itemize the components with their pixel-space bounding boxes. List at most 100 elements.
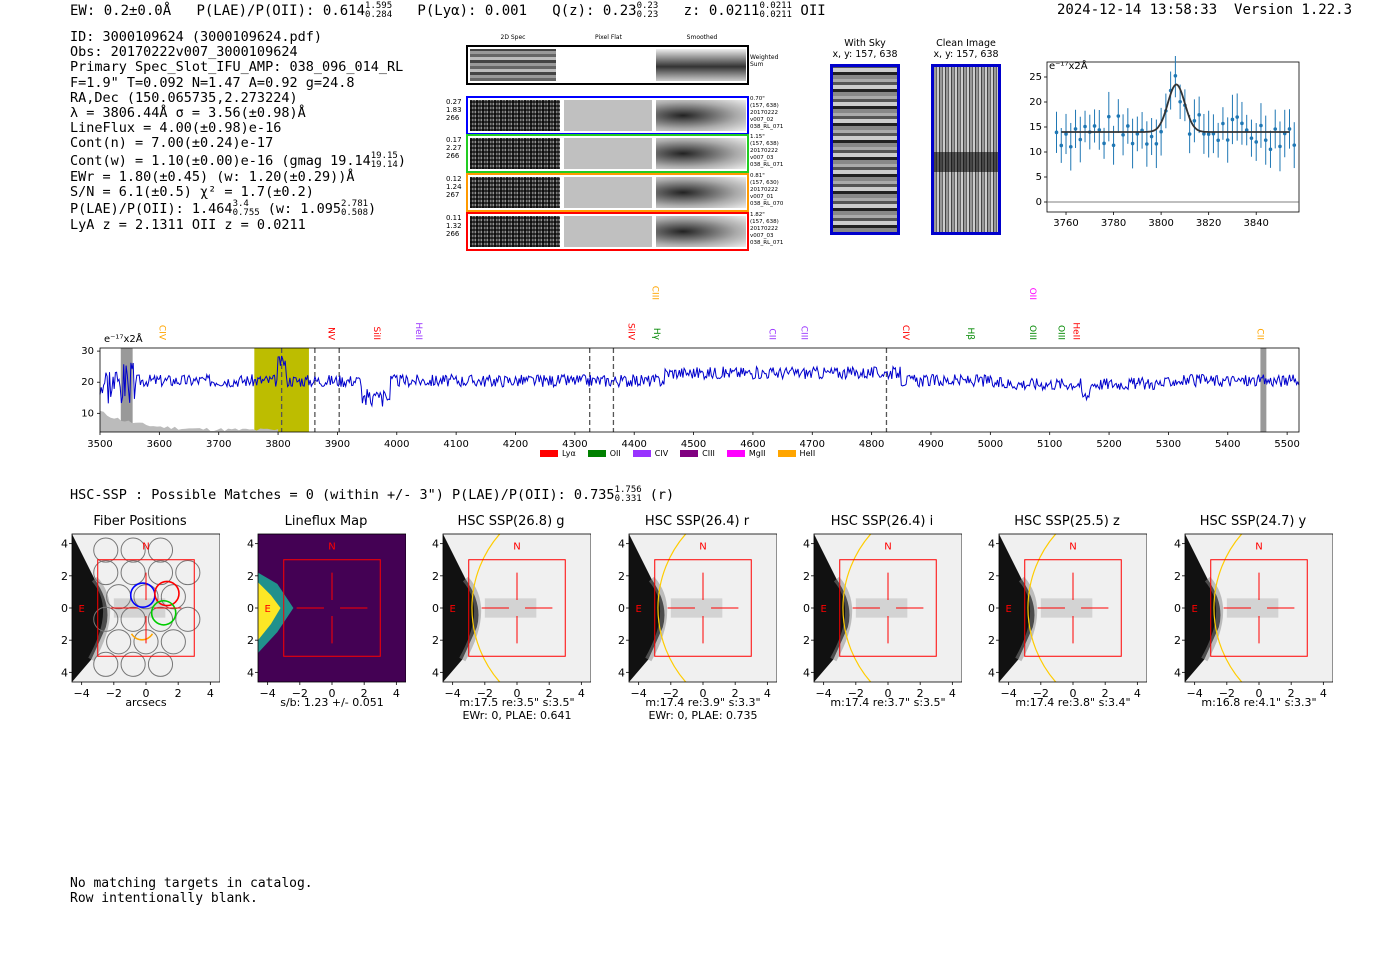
- cutout-row-right-info: 0.81" (157, 630) 20170222 v007_01 038_RL_070: [750, 173, 790, 208]
- with-sky-image: [830, 64, 900, 235]
- zoom-point: [1216, 138, 1220, 143]
- north-label: N: [1069, 541, 1076, 552]
- zoom-point: [1073, 127, 1078, 131]
- cutout-row-left-stats: 0.11 1.32 266: [446, 214, 466, 238]
- panel-title: HSC SSP(26.4) r: [644, 514, 750, 529]
- aperture-circle: [657, 534, 687, 682]
- search-box: [1210, 559, 1308, 657]
- zoom-point: [1092, 124, 1097, 128]
- legend-swatch: [777, 449, 796, 457]
- zoom-point: [1249, 136, 1254, 140]
- detection-info: ID: 3000109624 (3000109624.pdf) Obs: 201…: [70, 29, 406, 233]
- cutout-info: 1.15": [750, 134, 765, 140]
- east-label: E: [264, 604, 270, 615]
- legend-item: CIV: [632, 447, 668, 459]
- emission-line-label: NV: [326, 327, 336, 341]
- spectrum-unit: e⁻¹⁷x2Å: [104, 334, 143, 345]
- spec-xtick-label: 4000: [384, 439, 409, 450]
- ew-summary: EW: 0.2±0.0Å: [70, 3, 172, 19]
- cutout-stat: 1.32: [446, 222, 462, 230]
- fiber-red: [154, 580, 180, 607]
- panel-xtick-label: −4: [260, 687, 276, 700]
- info-obs: Obs: 20170222v007_3000109624: [70, 44, 298, 61]
- panel-xtick-label: −2: [1219, 687, 1235, 700]
- zoom-point: [1102, 141, 1106, 146]
- zoom-point: [1187, 132, 1192, 136]
- cutout-2d-noise: [470, 138, 560, 169]
- fiber-circle: [175, 560, 201, 586]
- panel-xtick-label: −2: [292, 687, 308, 700]
- cutout-pixel-flat: [564, 216, 652, 247]
- zoom-ytick-label: 15: [1030, 122, 1042, 133]
- panel-ytick-label: 4: [432, 538, 439, 551]
- panel-xtick-label: −4: [631, 687, 647, 700]
- emission-line-label: CIV: [900, 325, 910, 341]
- zoom-point: [1202, 132, 1206, 136]
- qz-lower: 0.23: [636, 10, 659, 20]
- search-box: [97, 559, 195, 657]
- zoom-xtick-label: 3840: [1243, 218, 1268, 229]
- z-lower: 0.0211: [759, 10, 792, 20]
- spec-ytick-label: 30: [81, 346, 94, 357]
- zoom-ytick-label: 5: [1036, 172, 1042, 183]
- zoom-point: [1263, 138, 1268, 142]
- spec-xtick-label: 3900: [325, 439, 350, 450]
- timestamp: 2024-12-14 13:58:33: [1057, 2, 1218, 18]
- legend-swatch: [540, 449, 558, 457]
- cutout-stat: 0.11: [446, 214, 462, 222]
- cutout-row-2: [466, 173, 749, 212]
- lineflux-peak: [258, 582, 281, 641]
- z-line: OII: [800, 3, 826, 19]
- weighted-sum-cutout: [466, 45, 749, 85]
- emission-line-label: CII: [767, 328, 777, 340]
- panel-xtick-label: 4: [1320, 687, 1327, 700]
- plae-text: P(LAE)/P(OII): 1.464: [70, 201, 233, 218]
- with-sky-label: With Sky: [844, 38, 886, 49]
- spec-xtick-label: 5100: [1037, 439, 1062, 450]
- legend-item: CIII: [680, 447, 715, 459]
- zoom-point: [1116, 114, 1121, 118]
- zoom-point: [1135, 132, 1140, 136]
- legend-item: MgII: [726, 447, 766, 459]
- cutout-info: 20170222: [750, 110, 778, 116]
- emission-line-label: OIII: [1027, 325, 1037, 340]
- spec-xtick-label: 5300: [1156, 439, 1181, 450]
- zoom-point: [1292, 143, 1297, 147]
- plae-w-end: ): [368, 201, 377, 218]
- panel-image: N E 4 2 0 −2 −4 −4 −2 0 2 4: [617, 533, 777, 700]
- panel-xtick-label: −2: [1033, 687, 1049, 700]
- search-box: [839, 559, 937, 657]
- zoom-point: [1287, 127, 1292, 131]
- info-plae-upper: 3.4: [232, 199, 249, 210]
- panel-image: N E 4 2 0 −2 −4 −4 −2 0 2 4: [1173, 533, 1333, 700]
- clean-dark-band: [934, 152, 998, 172]
- fiber-circle: [120, 606, 146, 632]
- zoom-ytick-label: 20: [1030, 97, 1042, 108]
- zoom-point: [1159, 129, 1163, 134]
- qz-summary: Q(z): 0.23: [552, 3, 637, 19]
- spec-xtick-label: 5500: [1274, 439, 1299, 450]
- cutout-info: 0.70": [750, 96, 765, 102]
- panel-xtick-label: 4: [764, 687, 771, 700]
- legend-label: MgII: [748, 448, 766, 458]
- legend-item: HeII: [777, 447, 815, 459]
- spec-xtick-label: 3700: [206, 439, 231, 450]
- zoom-xtick-label: 3820: [1196, 218, 1221, 229]
- panel-caption: m:17.5 re:3.5" s:3.5": [459, 696, 575, 709]
- panel-ytick-label: 0: [803, 602, 810, 615]
- zoom-point: [1240, 121, 1244, 126]
- cutout-2d-noise: [470, 216, 560, 247]
- contw-text: Cont(w) = 1.10(±0.00)e-16 (gmag 19.14: [70, 152, 371, 169]
- bright-source: [814, 534, 850, 682]
- plae-summary: P(LAE)/P(OII): 0.614: [196, 3, 366, 19]
- panel-xtick-label: 2: [1288, 687, 1295, 700]
- panel-xtick-label: −2: [106, 687, 122, 700]
- zoom-unit: e⁻¹⁷x2Å: [1049, 61, 1088, 72]
- emission-line-label: SiIV: [625, 323, 635, 341]
- zoom-point: [1130, 141, 1135, 146]
- cutout-smoothed: [656, 138, 746, 169]
- zoom-point: [1064, 132, 1068, 136]
